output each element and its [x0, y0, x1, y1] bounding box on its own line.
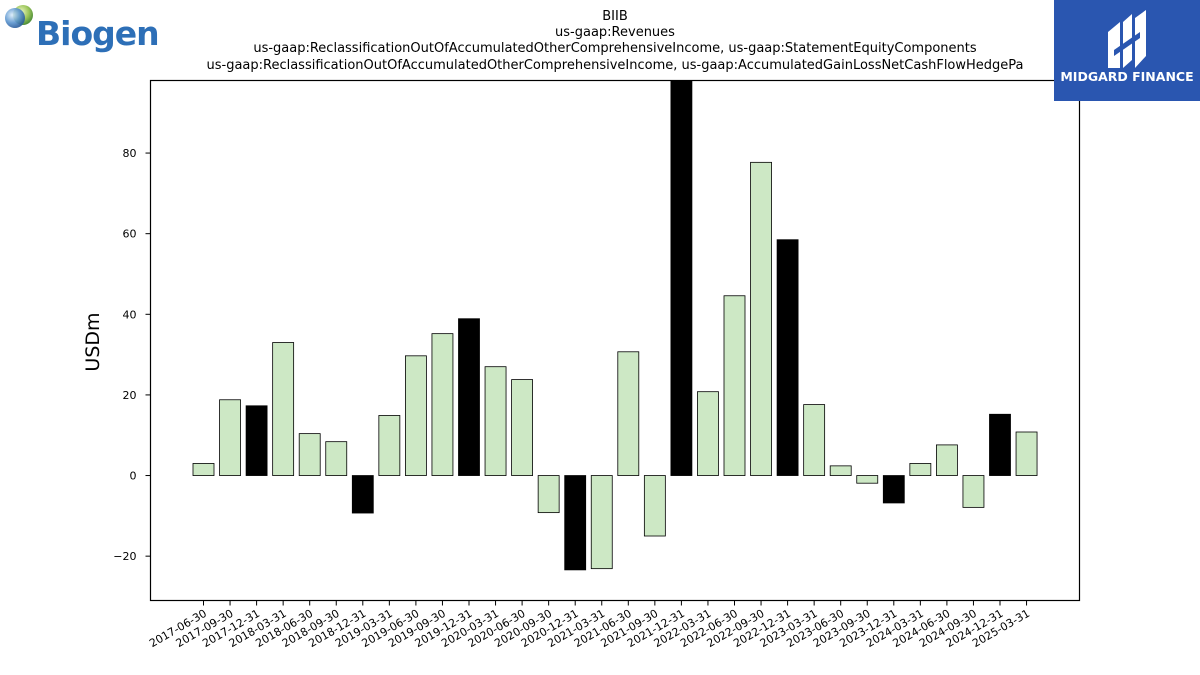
- chart-subtitle-line: us-gaap:ReclassificationOutOfAccumulated…: [206, 58, 1023, 73]
- bar-2023-03-31: [803, 404, 826, 476]
- bar-2024-12-31: [989, 413, 1011, 476]
- globe-icon: [5, 5, 33, 28]
- bar-2024-06-30: [936, 444, 958, 476]
- bar-2021-06-30: [617, 351, 640, 476]
- midgard-finance-logo: MIDGARD FINANCE: [1054, 0, 1200, 101]
- bar-2022-03-31: [697, 391, 719, 476]
- y-axis-label: USDm: [82, 312, 104, 371]
- bar-2018-06-30: [298, 433, 321, 476]
- y-axis: −20 0 20 40 60 80: [113, 147, 151, 563]
- bar-2020-12-31: [564, 475, 587, 571]
- y-tick-label: −20: [113, 550, 136, 563]
- bar-2018-09-30: [325, 441, 348, 476]
- bar-2019-09-30: [431, 333, 454, 476]
- bar-2020-03-31: [484, 366, 507, 476]
- bar-2020-09-30: [537, 475, 560, 514]
- bar-2023-12-31: [882, 475, 905, 504]
- bar-2019-03-31: [378, 415, 401, 476]
- y-tick-label: 60: [123, 228, 137, 241]
- bar-2019-12-31: [458, 318, 480, 476]
- bar-series: [192, 80, 1038, 571]
- y-tick-label: 0: [130, 470, 137, 483]
- bar-2019-06-30: [404, 355, 427, 476]
- plot-frame: [149, 79, 1081, 602]
- bar-2017-09-30: [219, 399, 241, 476]
- midgard-finance-logo-text: MIDGARD FINANCE: [1060, 69, 1194, 84]
- bar-2022-12-31: [776, 239, 799, 476]
- bar-2020-06-30: [511, 379, 534, 476]
- y-tick-label: 80: [123, 147, 137, 160]
- bar-2024-09-30: [962, 475, 985, 508]
- midgard-mark-icon: [1108, 10, 1146, 68]
- bar-2022-06-30: [723, 295, 746, 476]
- bar-2021-09-30: [643, 475, 666, 537]
- bar-2018-03-31: [272, 342, 295, 476]
- bar-2022-09-30: [750, 161, 772, 476]
- bar-2023-09-30: [856, 475, 879, 484]
- chart-subtitle-line: us-gaap:ReclassificationOutOfAccumulated…: [253, 41, 977, 56]
- bar-2023-06-30: [829, 465, 852, 476]
- chart-title-line: BIIB: [602, 9, 628, 24]
- chart-subtitle-line: us-gaap:Revenues: [555, 25, 675, 40]
- biogen-logo: Biogen: [4, 4, 160, 54]
- bar-2017-06-30: [192, 463, 215, 476]
- bar-2025-03-31: [1015, 431, 1038, 476]
- y-tick-label: 40: [123, 308, 137, 321]
- bar-2021-03-31: [590, 475, 613, 570]
- bar-2017-12-31: [245, 405, 268, 476]
- x-axis: 2017-06-302017-09-302017-12-312018-03-31…: [147, 600, 1032, 650]
- y-tick-label: 20: [123, 389, 137, 402]
- biogen-logo-text: Biogen: [36, 14, 160, 53]
- bar-2018-12-31: [351, 475, 374, 514]
- chart-title: BIIB us-gaap:Revenues us-gaap:Reclassifi…: [206, 9, 1023, 73]
- bar-2024-03-31: [909, 463, 932, 476]
- bar-2021-12-31: [670, 80, 693, 476]
